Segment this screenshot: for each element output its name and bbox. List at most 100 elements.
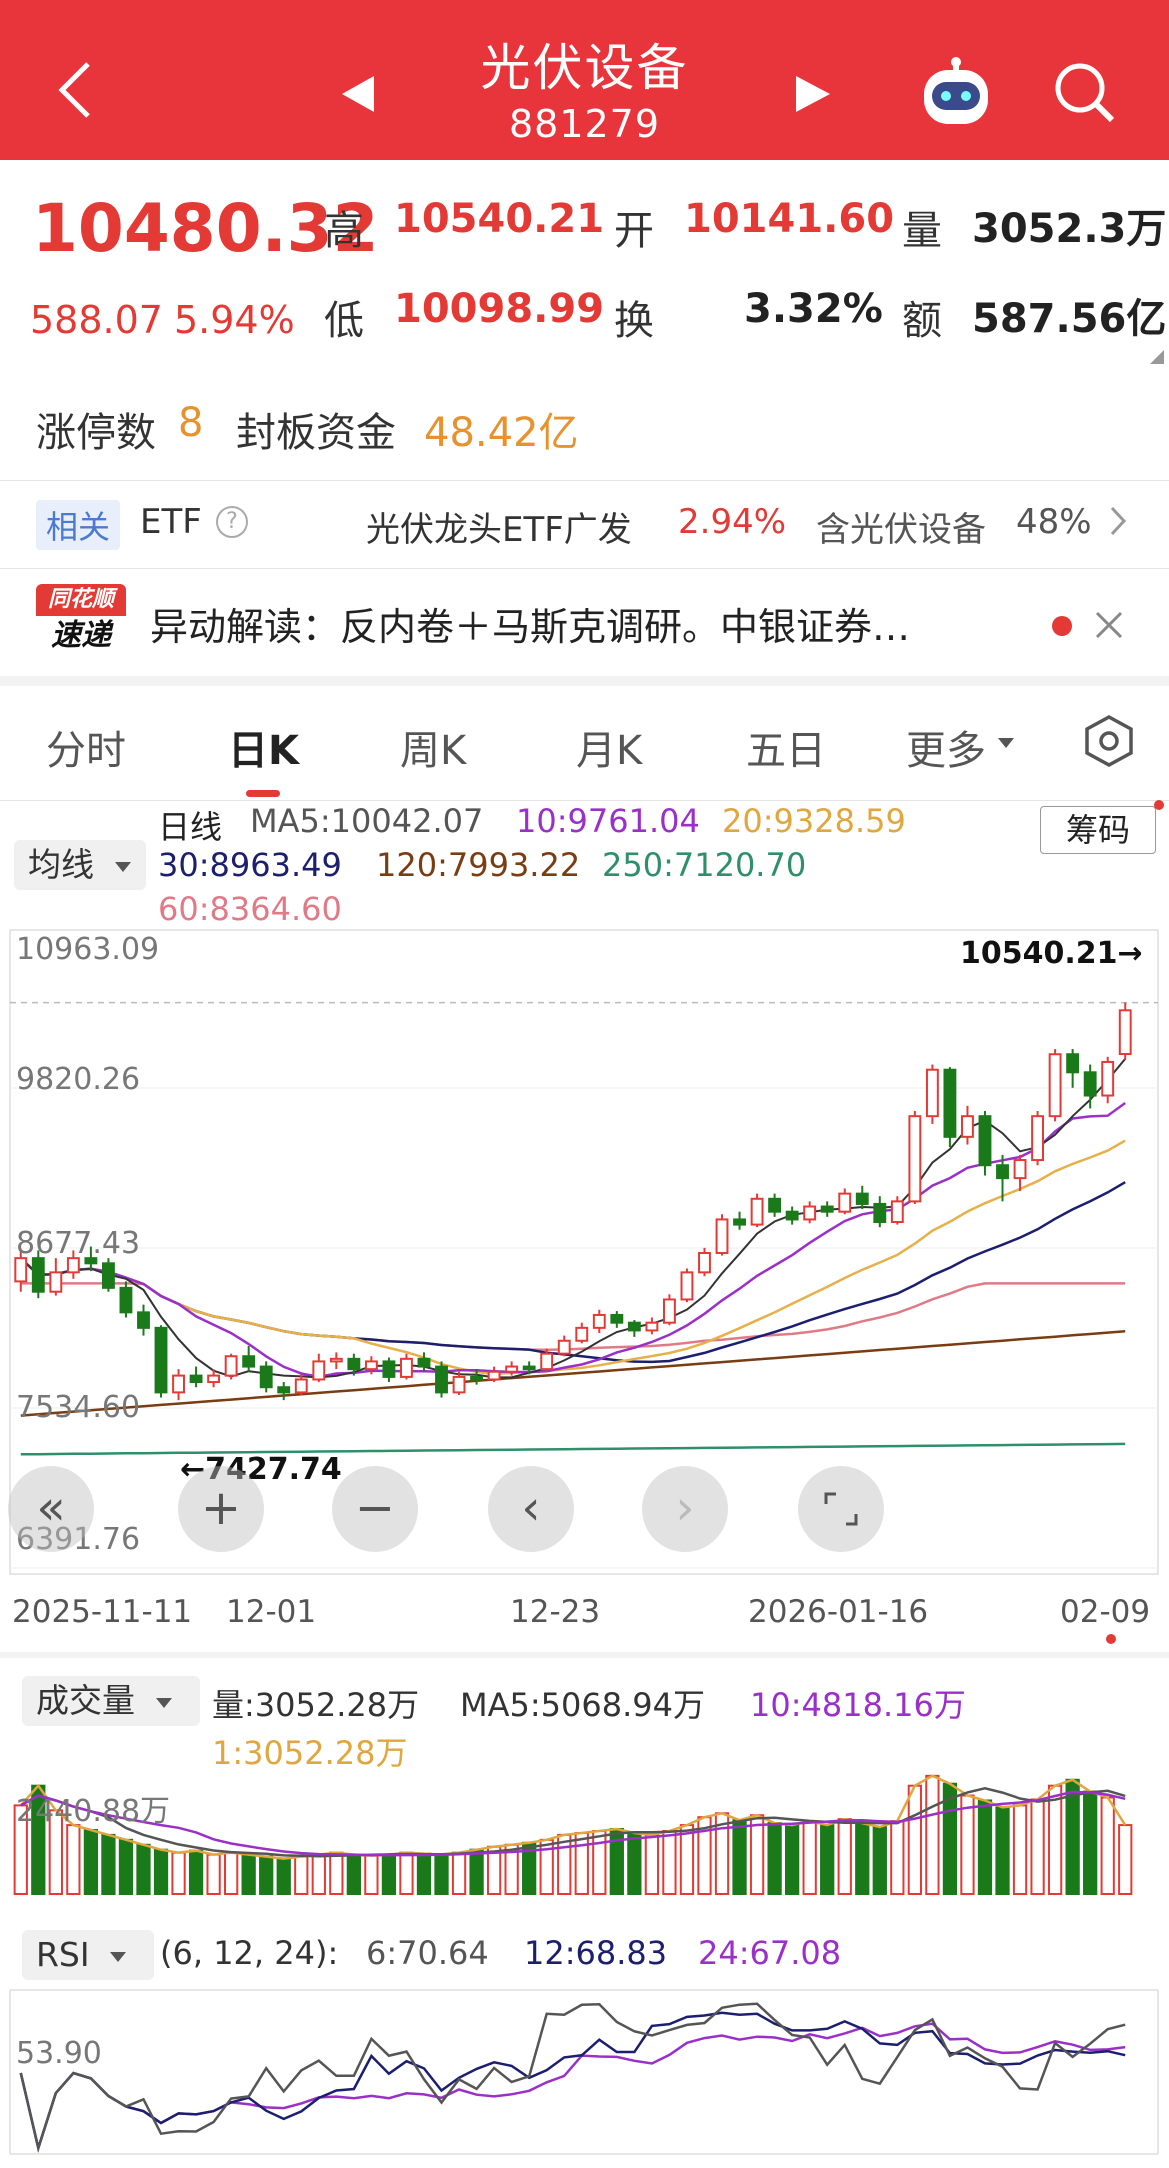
up-volume-bar [592,1829,607,1895]
volume-selector[interactable]: 成交量 [22,1676,200,1726]
ma20-line [19,1139,1126,1376]
up-candle [662,1298,676,1324]
down-candle [1083,1071,1097,1097]
low-marker: ←7427.74 [180,1452,342,1487]
zoom-out-button[interactable]: − [332,1466,418,1552]
down-candle [137,1311,150,1329]
search-icon[interactable] [1052,60,1116,128]
down-candle [242,1355,256,1368]
price-axis-label: 10963.09 [16,932,160,967]
up-candle [575,1326,589,1342]
ma60-line [20,1282,1126,1352]
high-value: 10540.21 [394,196,605,242]
down-candle [820,1205,834,1213]
prev-stock-icon[interactable] [342,76,376,116]
up-volume-bar [679,1824,695,1895]
down-volume-bar [855,1822,870,1896]
up-volume-bar [1047,1784,1063,1896]
tab-monthly-k[interactable]: 月K [576,728,643,774]
up-candle [925,1068,939,1118]
tab-five-day[interactable]: 五日 [746,728,826,774]
candlestick-chart[interactable] [0,928,1169,1588]
rsi-params: (6, 12, 24): [160,1934,339,1972]
ma-title: 日线 [158,808,223,846]
help-icon[interactable]: ? [216,506,248,538]
seal-fund-label: 封板资金 [236,410,396,456]
chip-button[interactable]: 筹码 [1040,806,1156,854]
amount-label: 额 [902,298,942,344]
news-logo-top: 同花顺 [36,584,126,616]
tab-daily-k[interactable]: 日K [228,728,299,774]
volume-axis-label: 2440.88万 [16,1794,171,1829]
down-candle [610,1313,624,1324]
down-volume-bar [136,1843,151,1896]
zoom-in-button[interactable]: + [178,1466,264,1552]
divider [0,800,1169,801]
ma30-legend: 30:8963.49 [158,846,342,884]
price-change-pct: 5.94% [174,298,295,342]
down-volume-bar [785,1824,800,1895]
current-price: 10480.32 [32,190,379,267]
volume-value: 3052.3万 [972,206,1167,252]
down-candle [347,1357,361,1371]
low-value: 10098.99 [394,286,605,332]
dropdown-caret-icon [110,1951,127,1962]
up-candle [1031,1115,1045,1162]
up-volume-bar [644,1833,660,1896]
rsi-frame [9,1989,1159,2155]
down-candle [873,1202,887,1224]
down-volume-bar [469,1848,484,1895]
volume-ma5-line [20,1787,1126,1858]
down-candle [382,1360,396,1378]
up-volume-bar [574,1831,589,1896]
up-volume-bar [329,1851,344,1896]
down-candle [943,1068,957,1138]
down-volume-bar [995,1806,1010,1896]
close-icon[interactable] [1094,610,1124,644]
related-tag: 相关 [36,500,121,550]
back-arrow-icon[interactable] [50,60,100,120]
down-volume-bar [118,1838,134,1895]
rsi6-legend: 6:70.64 [366,1934,489,1972]
tab-weekly-k[interactable]: 周K [400,728,467,774]
rsi24-line [19,2022,1126,2153]
down-volume-bar [259,1855,274,1896]
ma-selector[interactable]: 均线 [14,840,146,890]
limit-up-count-label: 涨停数 [36,410,156,456]
volume-label: 量 [902,208,942,254]
up-volume-bar [171,1851,186,1896]
volume-chart[interactable] [0,1760,1169,1896]
tab-more[interactable]: 更多 [906,728,986,774]
down-candle [154,1326,168,1394]
rsi-selector[interactable]: RSI [22,1930,154,1980]
up-candle [1118,1009,1132,1056]
up-candle [838,1192,852,1213]
up-candle [172,1374,185,1394]
scroll-right-button[interactable]: › [642,1466,728,1552]
up-candle [14,1257,28,1283]
dropdown-caret-icon [155,1697,172,1708]
scroll-left-button[interactable]: ‹ [488,1466,574,1552]
robot-assistant-icon[interactable] [918,54,994,134]
rsi-selector-label: RSI [36,1935,90,1974]
news-banner[interactable]: 同花顺 速递 异动解读：反内卷＋马斯克调研。中银证券… [0,570,1169,666]
up-candle [66,1257,80,1274]
down-candle [119,1286,133,1314]
settings-hexagon-icon[interactable] [1082,714,1136,772]
price-axis-label: 7534.60 [16,1390,141,1425]
up-candle [487,1370,501,1381]
fullscreen-button[interactable] [798,1466,884,1552]
expand-corner-icon[interactable] [1150,350,1164,364]
chevron-right-icon [1108,504,1128,542]
related-etf-row[interactable]: 相关 ETF ? 光伏龙头ETF广发 2.94% 含光伏设备 48% [0,482,1169,566]
next-stock-icon[interactable] [796,76,830,116]
up-volume-bar [206,1853,221,1896]
rsi-chart[interactable] [0,1988,1169,2158]
down-volume-bar [820,1824,835,1895]
fast-backward-button[interactable]: « [8,1466,94,1552]
volume-selector-label: 成交量 [36,1681,135,1720]
up-candle [592,1313,606,1329]
tab-intraday[interactable]: 分时 [46,728,126,774]
up-candle [49,1271,63,1293]
down-candle [84,1257,98,1265]
